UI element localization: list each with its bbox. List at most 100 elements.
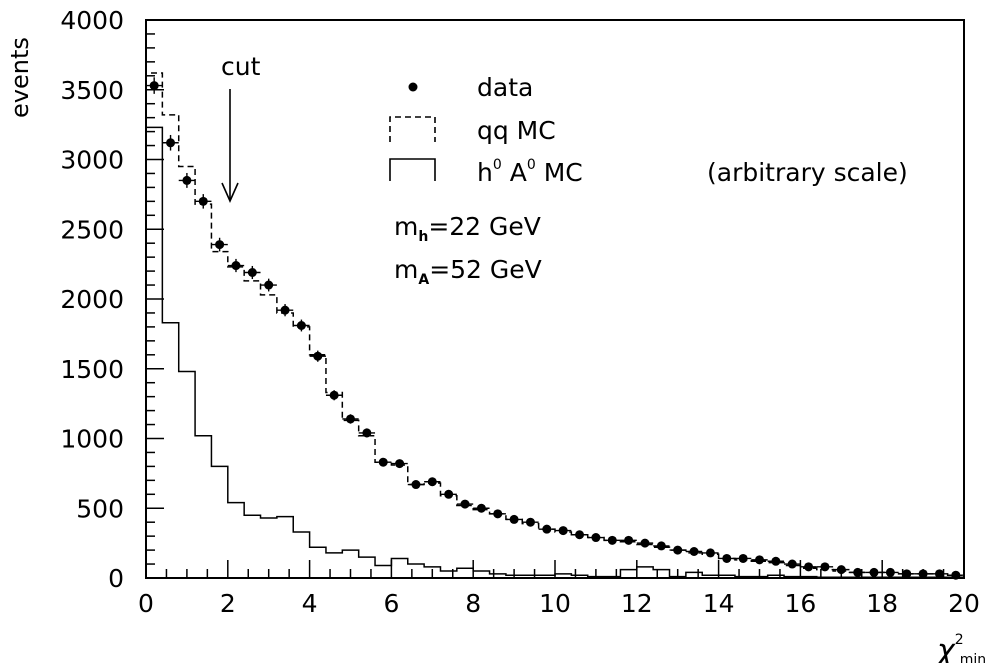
param-ma: mA=52 GeV (394, 255, 542, 288)
data-point (296, 321, 306, 331)
legend-signal-a: A (502, 158, 527, 187)
plot-series (145, 72, 965, 580)
data-point (444, 489, 454, 499)
data-point (215, 240, 225, 250)
legend-data-marker (408, 82, 418, 92)
x-tick-label: 4 (302, 589, 318, 618)
data-point (853, 567, 863, 577)
data-point (656, 541, 666, 551)
data-point (231, 261, 241, 271)
axis-ticks (145, 19, 965, 579)
data-point (493, 509, 503, 519)
legend-signal-mc: MC (536, 158, 583, 187)
data-point (624, 535, 634, 545)
y-tick-label: 2500 (60, 215, 124, 244)
x-axis-label-sub: min (960, 652, 986, 663)
series-data-points (146, 77, 964, 580)
param-mh-sym: m (394, 212, 418, 241)
y-tick-label: 4000 (60, 6, 124, 35)
legend-signal-sup1: 0 (493, 157, 502, 173)
x-tick-label: 10 (539, 589, 571, 618)
param-mh: mh=22 GeV (394, 212, 541, 245)
series-signal-mc (145, 126, 965, 579)
param-ma-eq: =52 GeV (429, 255, 542, 284)
data-point (820, 562, 830, 572)
data-point (542, 524, 552, 534)
legend-signal-marker (389, 158, 436, 181)
data-point (869, 567, 879, 577)
data-point (575, 530, 585, 540)
cut-arrow-head (221, 182, 239, 203)
data-point (476, 503, 486, 513)
data-point (362, 428, 372, 438)
plot-frame (145, 19, 965, 579)
y-tick-label: 0 (108, 564, 124, 593)
legend: data qq MC h0 A0 MC (arbitrary scale) (389, 73, 908, 187)
data-point (738, 553, 748, 563)
data-point (378, 457, 388, 467)
y-tick-label: 1500 (60, 355, 124, 384)
y-tick-label: 3500 (60, 76, 124, 105)
data-point (149, 81, 159, 91)
axis-tick-labels: 0 2 4 6 8 10 12 14 16 18 20 0 500 1000 1500 2000 2500 300… (60, 6, 980, 618)
x-axis-label: χ2 min (935, 632, 986, 663)
data-point (607, 535, 617, 545)
x-axis-label-sup: 2 (955, 632, 964, 648)
legend-signal-sup2: 0 (527, 157, 536, 173)
data-point (787, 559, 797, 569)
data-point (346, 414, 355, 424)
legend-signal-h: h (477, 158, 493, 187)
data-point (755, 555, 764, 565)
data-point (525, 517, 535, 527)
legend-signal-note: (arbitrary scale) (707, 158, 908, 187)
data-point (509, 514, 519, 524)
x-tick-label: 2 (220, 589, 236, 618)
data-point (166, 138, 176, 148)
data-point (705, 548, 715, 558)
x-tick-label: 6 (383, 589, 399, 618)
data-point (395, 459, 405, 469)
legend-signal-label: h0 A0 MC (477, 157, 583, 187)
x-tick-label: 18 (866, 589, 898, 618)
y-axis-label: events (6, 37, 34, 118)
x-tick-label: 12 (621, 589, 653, 618)
mass-parameters: mh=22 GeV mA=52 GeV (394, 212, 542, 288)
x-axis-label-main: χ (935, 633, 956, 663)
data-point (198, 196, 208, 206)
param-mh-eq: =22 GeV (428, 212, 541, 241)
x-tick-label: 0 (138, 589, 154, 618)
cut-annotation: cut (221, 52, 261, 203)
data-point (591, 533, 601, 543)
data-point (280, 305, 290, 315)
x-tick-label: 20 (948, 589, 980, 618)
data-point (885, 567, 895, 577)
data-point (558, 526, 568, 536)
x-tick-label: 8 (465, 589, 481, 618)
cut-label: cut (221, 52, 261, 81)
data-point (722, 553, 732, 563)
data-point (313, 351, 323, 361)
param-mh-sub: h (418, 229, 428, 245)
data-point (264, 280, 274, 290)
data-point (460, 499, 470, 509)
param-ma-sym: m (394, 255, 418, 284)
data-point (427, 477, 437, 487)
data-point (902, 569, 912, 579)
data-point (411, 480, 421, 490)
x-tick-label: 16 (784, 589, 816, 618)
y-tick-label: 500 (76, 494, 124, 523)
legend-qq-label: qq MC (477, 116, 556, 145)
data-point (247, 267, 257, 277)
series-qq-mc (145, 72, 965, 578)
data-point (182, 175, 192, 185)
data-point (673, 545, 683, 555)
x-tick-label: 14 (703, 589, 735, 618)
param-ma-sub: A (418, 272, 429, 288)
y-tick-label: 2000 (60, 285, 124, 314)
data-point (640, 538, 650, 548)
data-point (689, 546, 699, 556)
data-point (934, 569, 944, 579)
data-point (804, 562, 814, 572)
legend-data-label: data (477, 73, 533, 102)
